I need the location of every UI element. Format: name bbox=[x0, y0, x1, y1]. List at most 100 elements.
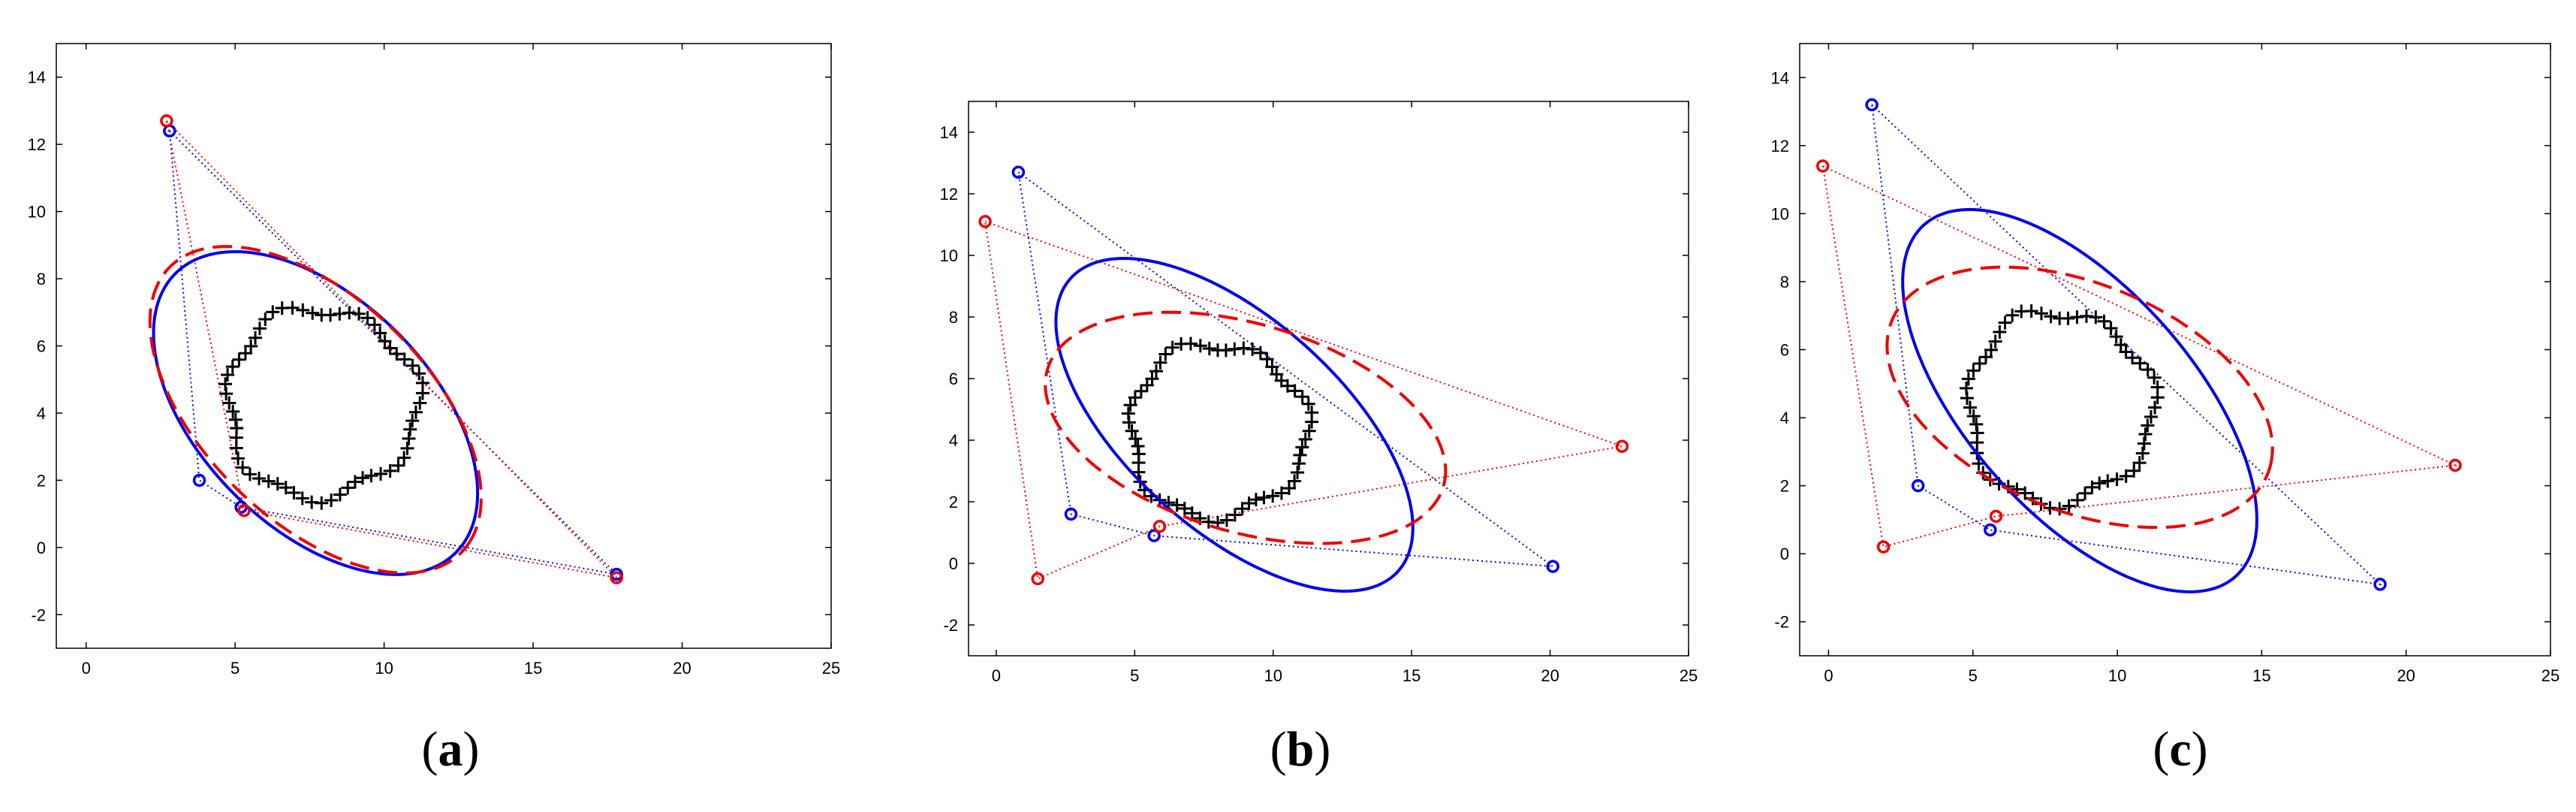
data-point-marker bbox=[2062, 499, 2076, 513]
red-vertex-marker bbox=[160, 114, 173, 128]
y-tick-label: -2 bbox=[943, 616, 958, 635]
data-point-marker bbox=[279, 481, 293, 495]
data-point-marker bbox=[1295, 390, 1309, 404]
data-point-marker bbox=[2144, 409, 2158, 424]
x-tick-label: 5 bbox=[1969, 666, 1978, 685]
y-tick-label: 2 bbox=[37, 471, 46, 490]
data-point-marker bbox=[1988, 334, 2002, 349]
data-point-marker bbox=[252, 321, 267, 336]
y-tick-label: -2 bbox=[31, 605, 46, 624]
data-point-marker bbox=[2109, 330, 2123, 344]
data-point-marker bbox=[2071, 493, 2085, 507]
data-point-marker bbox=[1288, 384, 1302, 398]
y-tick-label: 8 bbox=[37, 270, 46, 288]
data-point-marker bbox=[1978, 350, 1993, 364]
data-point-marker bbox=[1282, 481, 1296, 495]
blue-vertex-marker bbox=[1911, 478, 1925, 493]
data-point-marker bbox=[1301, 397, 1315, 411]
data-point-marker bbox=[2014, 304, 2029, 318]
red-vertex-marker bbox=[1816, 159, 1830, 173]
data-point-marker bbox=[1998, 315, 2012, 330]
data-point-marker bbox=[1202, 341, 1216, 355]
data-point-marker bbox=[287, 486, 301, 500]
data-point-marker bbox=[1149, 364, 1163, 379]
caption-a-letter: a bbox=[438, 722, 463, 777]
data-point-marker bbox=[2085, 480, 2099, 494]
data-point-marker bbox=[2070, 310, 2084, 324]
data-point-marker bbox=[400, 441, 414, 455]
data-point-marker bbox=[2126, 351, 2140, 365]
data-point-marker bbox=[1158, 347, 1173, 361]
data-point-marker bbox=[360, 311, 375, 325]
data-point-marker bbox=[2132, 456, 2147, 470]
data-point-marker bbox=[1174, 337, 1189, 351]
data-point-marker bbox=[296, 303, 310, 317]
data-point-marker bbox=[1128, 391, 1142, 405]
data-point-marker bbox=[341, 481, 355, 495]
blue-vertex-marker bbox=[1064, 507, 1078, 521]
data-point-marker bbox=[2119, 345, 2133, 359]
data-point-marker bbox=[1210, 343, 1225, 358]
data-point-marker bbox=[1153, 355, 1167, 370]
data-point-marker bbox=[408, 405, 423, 419]
data-point-marker bbox=[373, 326, 387, 340]
y-tick-label: 12 bbox=[940, 185, 958, 204]
data-point-marker bbox=[1185, 506, 1199, 521]
red-fitted-ellipse bbox=[148, 245, 483, 575]
red-vertex-marker bbox=[1031, 572, 1044, 586]
data-point-marker bbox=[415, 376, 429, 390]
data-point-marker bbox=[2141, 418, 2155, 433]
data-point-marker bbox=[315, 308, 329, 322]
x-tick-label: 0 bbox=[992, 666, 1001, 685]
data-point-marker bbox=[236, 460, 250, 475]
data-point-marker bbox=[403, 422, 417, 436]
data-point-marker bbox=[1125, 424, 1139, 438]
red-vertex-marker bbox=[2448, 458, 2462, 472]
y-tick-label: 6 bbox=[949, 370, 958, 388]
data-point-marker bbox=[1984, 343, 1998, 357]
y-tick-label: 6 bbox=[1780, 341, 1789, 360]
x-tick-label: 10 bbox=[375, 659, 393, 678]
data-point-marker bbox=[1228, 342, 1242, 356]
data-point-marker bbox=[2138, 427, 2153, 442]
data-point-marker bbox=[383, 341, 397, 355]
data-point-marker bbox=[374, 466, 388, 481]
data-point-marker bbox=[258, 312, 273, 327]
data-point-marker bbox=[333, 488, 347, 502]
blue-vertex-marker bbox=[1546, 560, 1560, 573]
data-point-marker bbox=[2092, 476, 2107, 491]
data-point-marker bbox=[397, 451, 411, 465]
data-point-marker bbox=[1177, 501, 1192, 515]
data-point-marker bbox=[221, 367, 235, 382]
data-point-marker bbox=[2141, 363, 2155, 377]
data-point-marker bbox=[2133, 356, 2147, 370]
blue-vertex-marker bbox=[2373, 578, 2387, 591]
data-point-marker bbox=[1265, 360, 1279, 374]
data-point-marker bbox=[2104, 321, 2118, 335]
data-point-marker bbox=[225, 360, 240, 374]
x-tick-label: 25 bbox=[822, 659, 840, 678]
data-point-marker bbox=[390, 347, 404, 361]
data-point-marker bbox=[405, 358, 420, 373]
y-tick-label: -2 bbox=[1774, 613, 1789, 632]
red-vertex-marker bbox=[1876, 540, 1891, 554]
data-point-marker bbox=[2114, 338, 2128, 352]
y-tick-label: 0 bbox=[949, 554, 958, 573]
y-tick-label: 10 bbox=[1771, 204, 1789, 223]
x-tick-label: 5 bbox=[230, 659, 240, 678]
red-vertex-marker bbox=[610, 571, 623, 584]
data-point-marker bbox=[405, 414, 420, 428]
data-point-marker bbox=[402, 431, 416, 445]
data-point-marker bbox=[2034, 306, 2048, 321]
data-point-marker bbox=[1260, 352, 1274, 367]
blue-fitted-ellipse bbox=[152, 249, 480, 576]
data-point-marker bbox=[2078, 486, 2092, 500]
data-point-marker bbox=[2005, 308, 2020, 322]
data-point-marker bbox=[1266, 489, 1280, 503]
data-point-marker bbox=[1302, 424, 1316, 438]
data-point-marker bbox=[1257, 491, 1271, 505]
data-point-marker bbox=[1131, 465, 1146, 479]
x-tick-label: 10 bbox=[2108, 666, 2126, 685]
data-point-marker bbox=[2110, 472, 2124, 487]
red-fitted-ellipse bbox=[1044, 310, 1448, 545]
